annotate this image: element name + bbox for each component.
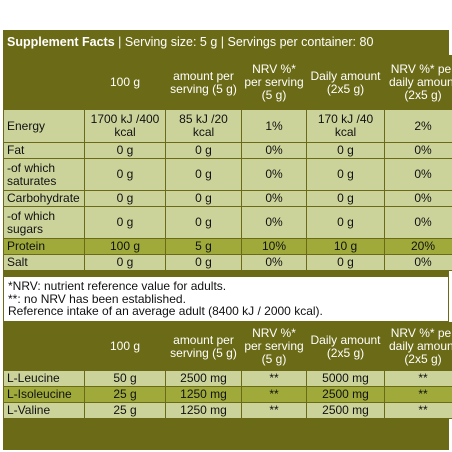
table-cell: ** — [384, 386, 452, 403]
table-row: Carbohydrate 0 g 0 g 0% 0 g 0% — [3, 190, 452, 207]
footnote-no-nrv: **: no NRV has been established. — [8, 291, 186, 306]
table-cell: 20% — [384, 238, 452, 255]
header-serving-info: | Serving size: 5 g | Servings per conta… — [118, 35, 374, 49]
footnote-nrv: *NRV: nutrient reference value for adult… — [8, 279, 227, 293]
table-cell: 0 g — [165, 254, 242, 271]
table-cell: 25 g — [84, 386, 166, 403]
table-cell: 0% — [384, 190, 452, 207]
table-cell: 0% — [384, 142, 452, 159]
nutrition-table: 100 g amount per serving (5 g) NRV %* pe… — [3, 55, 452, 271]
footnotes: *NRV: nutrient reference value for adult… — [3, 276, 449, 322]
col-header: 100 g — [84, 322, 166, 371]
table-row: -of which sugars 0 g 0 g 0% 0 g 0% — [3, 206, 452, 239]
table-cell: 0 g — [306, 206, 385, 239]
col-header: NRV %* per daily amount (2x5 g) — [384, 322, 452, 371]
amino-acid-table: 100 g amount per serving (5 g) NRV %* pe… — [3, 322, 452, 419]
table-cell: 0% — [241, 142, 307, 159]
table-row: Protein 100 g 5 g 10% 10 g 20% — [3, 238, 452, 255]
table-cell: 1250 mg — [165, 386, 242, 403]
row-label: Energy — [3, 109, 85, 143]
table-cell: 0% — [241, 190, 307, 207]
table-cell: 2500 mg — [165, 370, 242, 387]
table-cell: 50 g — [84, 370, 166, 387]
col-header: amount per serving (5 g) — [165, 55, 242, 110]
table-row: -of which saturates 0 g 0 g 0% 0 g 0% — [3, 158, 452, 191]
row-label: Salt — [3, 254, 85, 271]
table-cell: 0 g — [306, 142, 385, 159]
table-row: L-Leucine 50 g 2500 mg ** 5000 mg ** — [3, 370, 452, 387]
table-cell: 0 g — [165, 206, 242, 239]
table-cell: 0 g — [84, 206, 166, 239]
table-cell: 0% — [384, 254, 452, 271]
table-cell: 0 g — [84, 142, 166, 159]
row-label: -of which saturates — [3, 158, 85, 191]
table-cell: 1% — [241, 109, 307, 143]
table-cell: ** — [241, 402, 307, 419]
col-header — [3, 322, 85, 371]
table-cell: 0 g — [306, 254, 385, 271]
table-cell: 85 kJ /20 kcal — [165, 109, 242, 143]
col-header: amount per serving (5 g) — [165, 322, 242, 371]
table-cell: 0 g — [84, 190, 166, 207]
table-cell: 25 g — [84, 402, 166, 419]
table-cell: 10 g — [306, 238, 385, 255]
row-label: L-Leucine — [3, 370, 85, 387]
table-cell: 5000 mg — [306, 370, 385, 387]
amino-header-row: 100 g amount per serving (5 g) NRV %* pe… — [3, 322, 452, 371]
header-title: Supplement Facts — [7, 35, 115, 49]
row-label: Fat — [3, 142, 85, 159]
col-header: 100 g — [84, 55, 166, 110]
table-cell: 1250 mg — [165, 402, 242, 419]
table-cell: 2500 mg — [306, 402, 385, 419]
row-label: L-Valine — [3, 402, 85, 419]
table-cell: 0 g — [165, 142, 242, 159]
table-cell: 0% — [241, 158, 307, 191]
footnote-reference-intake: Reference intake of an average adult (84… — [8, 304, 323, 318]
table-cell: 0 g — [84, 254, 166, 271]
table-cell: 0 g — [165, 158, 242, 191]
col-header: NRV %* per serving (5 g) — [241, 55, 307, 110]
table-cell: 0 g — [306, 190, 385, 207]
table-cell: 0% — [241, 206, 307, 239]
table-row: L-Isoleucine 25 g 1250 mg ** 2500 mg ** — [3, 386, 452, 403]
row-label: Carbohydrate — [3, 190, 85, 207]
table-row: L-Valine 25 g 1250 mg ** 2500 mg ** — [3, 402, 452, 419]
table-cell: ** — [384, 370, 452, 387]
row-label: L-Isoleucine — [3, 386, 85, 403]
supplement-facts-header: Supplement Facts | Serving size: 5 g | S… — [3, 30, 449, 54]
table-row: Energy 1700 kJ /400 kcal 85 kJ /20 kcal … — [3, 109, 452, 143]
table-cell: ** — [241, 370, 307, 387]
table-cell: ** — [241, 386, 307, 403]
table-cell: 0 g — [306, 158, 385, 191]
col-header — [3, 55, 85, 110]
table-cell: 2% — [384, 109, 452, 143]
table-row: Salt 0 g 0 g 0% 0 g 0% — [3, 254, 452, 271]
col-header: NRV %* per daily amount (2x5 g) — [384, 55, 452, 110]
table-cell: 0 g — [84, 158, 166, 191]
col-header: Daily amount (2x5 g) — [306, 322, 385, 371]
table-cell: 0 g — [165, 190, 242, 207]
table-cell: ** — [384, 402, 452, 419]
table-cell: 2500 mg — [306, 386, 385, 403]
table-row: Fat 0 g 0 g 0% 0 g 0% — [3, 142, 452, 159]
table-cell: 0% — [384, 158, 452, 191]
row-label: Protein — [3, 238, 85, 255]
table-cell: 0% — [241, 254, 307, 271]
col-header: Daily amount (2x5 g) — [306, 55, 385, 110]
col-header: NRV %* per serving (5 g) — [241, 322, 307, 371]
table-cell: 100 g — [84, 238, 166, 255]
table-cell: 170 kJ /40 kcal — [306, 109, 385, 143]
table-cell: 1700 kJ /400 kcal — [84, 109, 166, 143]
table-cell: 0% — [384, 206, 452, 239]
row-label: -of which sugars — [3, 206, 85, 239]
table-cell: 5 g — [165, 238, 242, 255]
nutrition-header-row: 100 g amount per serving (5 g) NRV %* pe… — [3, 55, 452, 110]
table-cell: 10% — [241, 238, 307, 255]
